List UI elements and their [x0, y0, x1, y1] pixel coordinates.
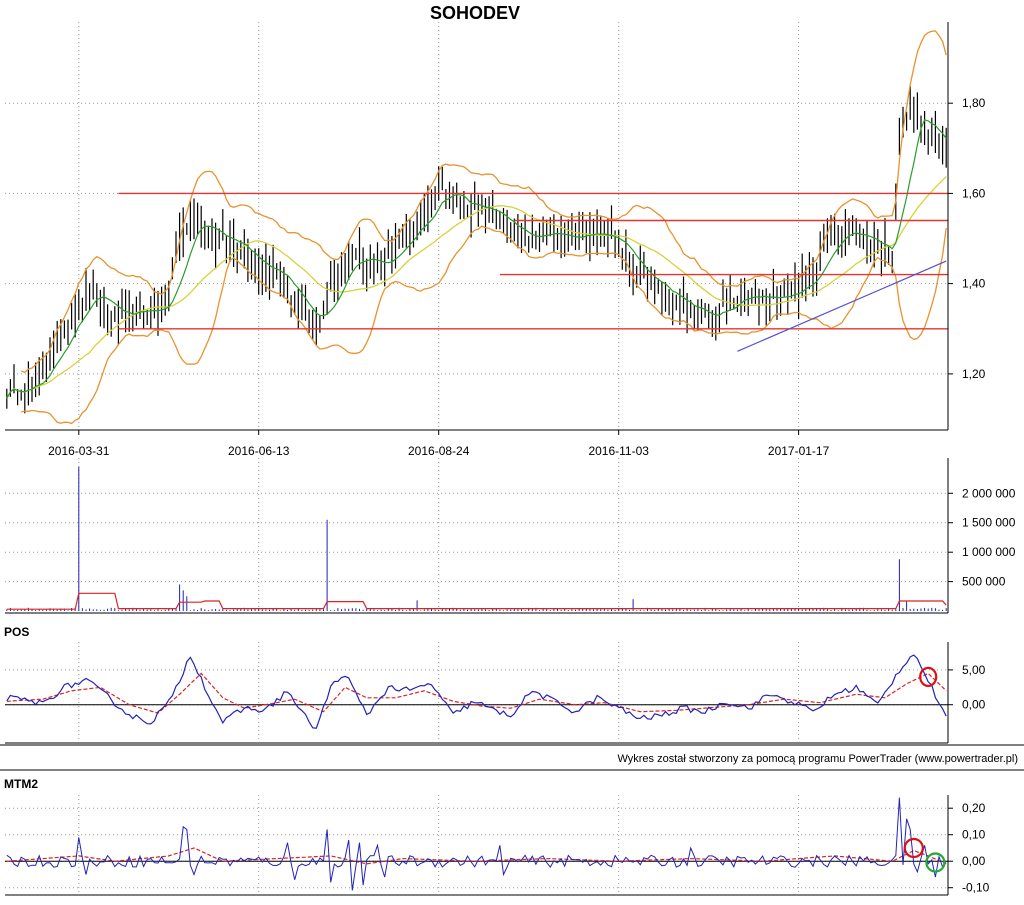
mtm2-panel-title: MTM2 — [4, 777, 38, 791]
price-panel — [6, 30, 948, 425]
bollinger-upper-line — [20, 30, 947, 374]
volume-ytick-label-3: 2 000 000 — [962, 486, 1016, 500]
moving-average-long-line — [6, 175, 947, 399]
price-ytick-label-2: 1,60 — [962, 186, 986, 200]
volume-ytick-label-0: 500 000 — [962, 575, 1006, 589]
xtick-label-0: 2016-03-31 — [48, 444, 110, 458]
axes-layer: 1,20 1,40 1,60 1,80 500 000 1 000 000 1 500 00… — [0, 22, 1024, 896]
pos-line — [6, 654, 947, 729]
volume-panel — [6, 466, 947, 611]
xtick-label-4: 2017-01-17 — [768, 444, 830, 458]
mtm2-ytick-label-3: 0,20 — [962, 801, 986, 815]
volume-moving-average-line — [6, 592, 947, 610]
mtm2-ytick-label-0: -0,10 — [962, 881, 990, 895]
xtick-label-3: 2016-11-03 — [588, 444, 649, 458]
trend-line — [737, 260, 947, 352]
volume-ytick-label-2: 1 500 000 — [962, 516, 1016, 530]
chart-title: SOHODEV — [430, 3, 520, 23]
pos-ytick-label-0: 0,00 — [962, 698, 986, 712]
price-ytick-label-3: 1,80 — [962, 96, 986, 110]
mtm2-line — [6, 797, 947, 891]
pos-panel — [5, 654, 948, 729]
pos-signal-line — [6, 672, 947, 714]
xtick-label-1: 2016-06-13 — [228, 444, 290, 458]
mtm2-panel — [5, 797, 948, 891]
mtm2-annotation-circle-1 — [925, 852, 946, 873]
moving-average-short-line — [6, 119, 947, 399]
mtm2-ytick-label-2: 0,10 — [962, 828, 986, 842]
bollinger-lower-line — [21, 225, 947, 425]
pos-panel-title: POS — [4, 625, 29, 639]
xtick-label-2: 2016-08-24 — [408, 444, 470, 458]
price-ytick-label-0: 1,20 — [962, 367, 986, 381]
volume-ytick-label-1: 1 000 000 — [962, 545, 1016, 559]
mtm2-ytick-label-1: 0,00 — [962, 854, 986, 868]
pos-ytick-label-1: 5,00 — [962, 663, 986, 677]
mtm2-signal-line — [6, 847, 947, 865]
powertrader-credit: Wykres został stworzony za pomocą progra… — [617, 753, 1018, 765]
pos-annotation-circle-0 — [919, 666, 938, 688]
price-ytick-label-1: 1,40 — [962, 277, 986, 291]
mtm2-annotation-circle-0 — [903, 837, 924, 859]
